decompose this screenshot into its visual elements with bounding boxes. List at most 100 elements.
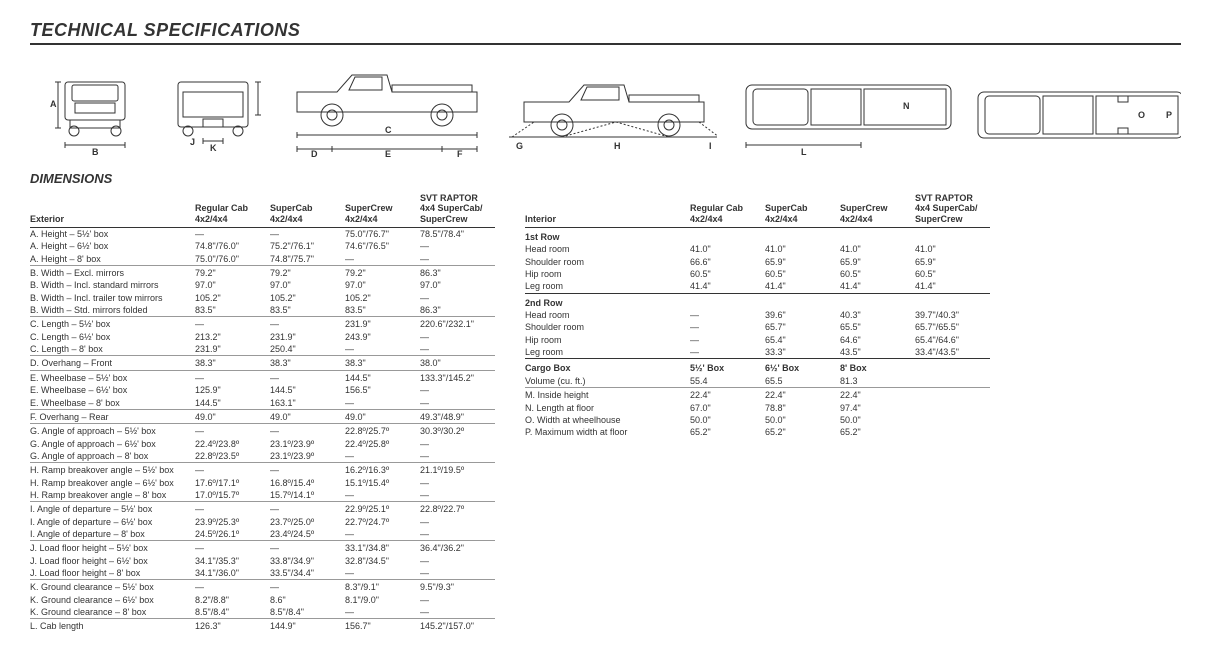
cell-value: — xyxy=(345,343,420,356)
cell-value: 38.3" xyxy=(345,356,420,370)
cell-value: 55.4 xyxy=(690,375,765,388)
cell-value xyxy=(915,414,990,426)
cell-value: 22.4º/23.8º xyxy=(195,438,270,450)
cell-value: 49.0" xyxy=(195,409,270,423)
dim-label-o: O xyxy=(1138,110,1145,120)
cell-value: 65.7"/65.5" xyxy=(915,321,990,333)
cell-value: — xyxy=(420,343,495,356)
cell-value: 75.2"/76.1" xyxy=(270,240,345,252)
cell-value: 97.0" xyxy=(345,279,420,291)
cell-value: 144.9" xyxy=(270,619,345,633)
row-label: G. Angle of approach – 5½' box xyxy=(30,424,195,438)
row-label: H. Ramp breakover angle – 6½' box xyxy=(30,477,195,489)
cell-value: 38.3" xyxy=(195,356,270,370)
cell-value xyxy=(915,426,990,438)
cell-value: 21.1º/19.5º xyxy=(420,463,495,477)
cell-value xyxy=(915,375,990,388)
cell-value: — xyxy=(690,309,765,321)
cell-value: 156.7" xyxy=(345,619,420,633)
cell-value: 8.5"/8.4" xyxy=(195,606,270,619)
cell-value: — xyxy=(270,463,345,477)
cell-value: — xyxy=(420,253,495,266)
tables-container: ExteriorRegular Cab4x2/4x4SuperCab4x2/4x… xyxy=(30,192,1181,633)
cell-value: 78.5"/78.4" xyxy=(420,228,495,241)
cell-value: 163.1" xyxy=(270,397,345,410)
cell-value: — xyxy=(420,384,495,396)
col-header: SuperCrew4x2/4x4 xyxy=(345,192,420,228)
cell-value: — xyxy=(345,253,420,266)
cell-value: 38.0" xyxy=(420,356,495,370)
cell-value: — xyxy=(195,424,270,438)
cell-value: 79.2" xyxy=(195,266,270,280)
cell-value: 83.5" xyxy=(195,304,270,317)
col-header: Regular Cab4x2/4x4 xyxy=(690,192,765,228)
dimensions-heading: DIMENSIONS xyxy=(30,171,1181,186)
cell-value: 65.5" xyxy=(840,321,915,333)
cell-value: 144.5" xyxy=(345,370,420,384)
row-label: I. Angle of departure – 5½' box xyxy=(30,502,195,516)
cell-value: 40.3" xyxy=(840,309,915,321)
cell-value: — xyxy=(420,606,495,619)
row-label: M. Inside height xyxy=(525,388,690,402)
cell-value: 33.5"/34.4" xyxy=(270,567,345,580)
cell-value: 22.9º/25.1º xyxy=(345,502,420,516)
row-label: C. Length – 5½' box xyxy=(30,317,195,331)
cell-value: 220.6"/232.1" xyxy=(420,317,495,331)
cell-value: 23.7º/25.0º xyxy=(270,516,345,528)
row-label: J. Load floor height – 5½' box xyxy=(30,541,195,555)
cell-value: — xyxy=(690,321,765,333)
cell-value: 213.2" xyxy=(195,331,270,343)
cell-value: 79.2" xyxy=(270,266,345,280)
cell-value: 49.0" xyxy=(345,409,420,423)
cell-value: — xyxy=(270,317,345,331)
cell-value: 231.9" xyxy=(195,343,270,356)
cell-value: 78.8" xyxy=(765,402,840,414)
diagram-rear: M J K xyxy=(158,67,262,157)
dim-label-e: E xyxy=(385,149,391,157)
cell-value xyxy=(915,402,990,414)
row-label: A. Height – 8' box xyxy=(30,253,195,266)
cell-value: 81.3 xyxy=(840,375,915,388)
cell-value: 231.9" xyxy=(345,317,420,331)
cell-value: 105.2" xyxy=(270,292,345,304)
section-title: 1st Row xyxy=(525,228,990,244)
row-label: Leg room xyxy=(525,346,690,359)
row-label: D. Overhang – Front xyxy=(30,356,195,370)
cell-value: 38.3" xyxy=(270,356,345,370)
diagram-front: A B xyxy=(40,67,144,157)
cell-value: 16.2º/16.3º xyxy=(345,463,420,477)
diagram-top-op: O P xyxy=(968,77,1181,157)
row-label: E. Wheelbase – 5½' box xyxy=(30,370,195,384)
section-title: Cargo Box xyxy=(525,359,690,375)
dim-label-b: B xyxy=(92,147,99,157)
cell-value: — xyxy=(270,228,345,241)
row-label: C. Length – 6½' box xyxy=(30,331,195,343)
cell-value: 15.1º/15.4º xyxy=(345,477,420,489)
cell-value: — xyxy=(195,580,270,594)
row-label: E. Wheelbase – 6½' box xyxy=(30,384,195,396)
cell-value: — xyxy=(420,438,495,450)
page-title: TECHNICAL SPECIFICATIONS xyxy=(30,20,1181,45)
row-label: Shoulder room xyxy=(525,256,690,268)
cell-value: 65.5 xyxy=(765,375,840,388)
row-label: I. Angle of departure – 6½' box xyxy=(30,516,195,528)
cell-value: 79.2" xyxy=(345,266,420,280)
cell-value: 23.1º/23.9º xyxy=(270,438,345,450)
cell-value: 22.8º/23.5º xyxy=(195,450,270,463)
row-label: K. Ground clearance – 6½' box xyxy=(30,594,195,606)
cell-value: 65.4" xyxy=(765,334,840,346)
row-label: A. Height – 6½' box xyxy=(30,240,195,252)
cell-value: — xyxy=(420,489,495,502)
cell-value: — xyxy=(270,424,345,438)
cell-value: 34.1"/36.0" xyxy=(195,567,270,580)
cell-value: 33.3" xyxy=(765,346,840,359)
row-label: B. Width – Incl. standard mirrors xyxy=(30,279,195,291)
cell-value: 75.0"/76.0" xyxy=(195,253,270,266)
cell-value: 17.6º/17.1º xyxy=(195,477,270,489)
row-label: A. Height – 5½' box xyxy=(30,228,195,241)
dim-label-l: L xyxy=(801,147,807,157)
cell-value: 41.0" xyxy=(690,243,765,255)
row-label: Shoulder room xyxy=(525,321,690,333)
cell-value: 8.5"/8.4" xyxy=(270,606,345,619)
cell-value: 9.5"/9.3" xyxy=(420,580,495,594)
